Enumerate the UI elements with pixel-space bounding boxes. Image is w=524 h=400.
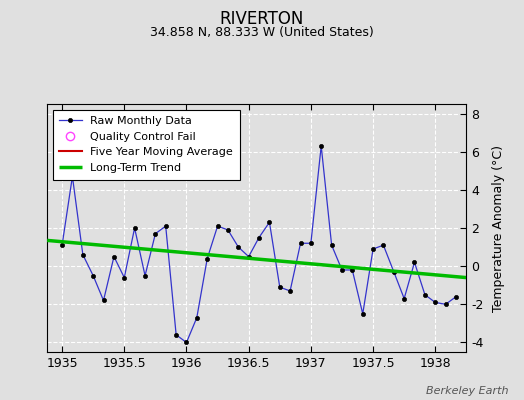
Text: 34.858 N, 88.333 W (United States): 34.858 N, 88.333 W (United States) xyxy=(150,26,374,39)
Raw Monthly Data xyxy=(442,302,449,307)
Raw Monthly Data xyxy=(329,243,335,248)
Raw Monthly Data xyxy=(266,220,272,225)
Raw Monthly Data xyxy=(318,144,324,148)
Raw Monthly Data xyxy=(152,231,159,236)
Line: Raw Monthly Data: Raw Monthly Data xyxy=(60,144,458,344)
Raw Monthly Data xyxy=(69,174,75,179)
Legend: Raw Monthly Data, Quality Control Fail, Five Year Moving Average, Long-Term Tren: Raw Monthly Data, Quality Control Fail, … xyxy=(53,110,240,180)
Raw Monthly Data xyxy=(162,224,169,228)
Raw Monthly Data xyxy=(391,270,397,274)
Raw Monthly Data xyxy=(214,224,221,228)
Text: RIVERTON: RIVERTON xyxy=(220,10,304,28)
Raw Monthly Data xyxy=(287,288,293,293)
Raw Monthly Data xyxy=(121,275,127,280)
Raw Monthly Data xyxy=(111,254,117,259)
Raw Monthly Data xyxy=(59,243,65,248)
Raw Monthly Data xyxy=(422,292,428,297)
Raw Monthly Data xyxy=(256,235,262,240)
Raw Monthly Data xyxy=(173,332,179,337)
Raw Monthly Data xyxy=(370,246,376,251)
Raw Monthly Data xyxy=(132,226,138,230)
Text: Berkeley Earth: Berkeley Earth xyxy=(426,386,508,396)
Raw Monthly Data xyxy=(101,298,107,303)
Raw Monthly Data xyxy=(142,273,148,278)
Raw Monthly Data xyxy=(298,241,304,246)
Raw Monthly Data xyxy=(411,260,418,265)
Raw Monthly Data xyxy=(432,300,439,305)
Raw Monthly Data xyxy=(80,252,86,257)
Raw Monthly Data xyxy=(90,273,96,278)
Raw Monthly Data xyxy=(308,241,314,246)
Raw Monthly Data xyxy=(380,243,387,248)
Raw Monthly Data xyxy=(401,296,407,301)
Raw Monthly Data xyxy=(339,268,345,272)
Raw Monthly Data xyxy=(277,285,283,290)
Raw Monthly Data xyxy=(453,294,459,299)
Raw Monthly Data xyxy=(235,245,242,250)
Y-axis label: Temperature Anomaly (°C): Temperature Anomaly (°C) xyxy=(492,144,505,312)
Raw Monthly Data xyxy=(246,254,252,259)
Raw Monthly Data xyxy=(349,268,355,272)
Raw Monthly Data xyxy=(183,340,190,345)
Raw Monthly Data xyxy=(194,315,200,320)
Raw Monthly Data xyxy=(204,256,211,261)
Raw Monthly Data xyxy=(359,312,366,316)
Raw Monthly Data xyxy=(225,228,231,232)
